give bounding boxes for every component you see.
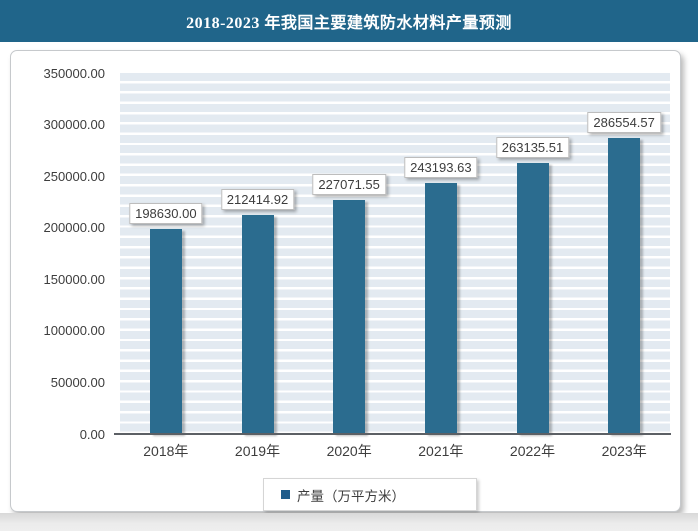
bar-2018年 [149, 229, 182, 434]
value-label-2023年: 286554.57 [587, 112, 661, 134]
y-tick-label: 200000.00 [43, 220, 105, 236]
value-label-2020年: 227071.55 [312, 173, 386, 195]
y-axis-labels: 350000.00 300000.00 250000.00 200000.00 1500… [11, 51, 105, 511]
y-tick-label: 150000.00 [43, 271, 105, 287]
bar-2019年 [241, 214, 274, 434]
value-label-2021年: 243193.63 [404, 157, 478, 179]
y-tick-label: 350000.00 [43, 65, 105, 81]
legend: 产量（万平方米） [263, 478, 477, 511]
value-label-2018年: 198630.00 [129, 203, 203, 225]
x-axis-labels: 2018年 2019年 2020年 2021年 2022年 2023年 [120, 441, 670, 461]
chart-header: 2018-2023 年我国主要建筑防水材料产量预测 [0, 0, 698, 42]
bar-2021年 [424, 183, 457, 434]
y-tick-label: 50000.00 [50, 374, 105, 390]
y-tick-label: 100000.00 [43, 323, 105, 339]
y-tick-label: 0.00 [79, 426, 105, 442]
value-label-2019年: 212414.92 [220, 188, 295, 210]
chart-panel: 350000.00 300000.00 250000.00 200000.00 1500… [10, 50, 681, 512]
bar-2020年 [333, 199, 366, 434]
legend-marker-icon [281, 490, 290, 499]
x-tick-label-2023年: 2023年 [601, 443, 647, 459]
bar-2022年 [516, 162, 549, 434]
x-tick-label-2022年: 2022年 [509, 443, 556, 459]
page-bottom-strip [0, 513, 698, 531]
x-axis-line [114, 433, 671, 435]
bar-2023年 [608, 138, 641, 434]
y-tick-label: 250000.00 [43, 168, 105, 184]
x-tick-label-2021年: 2021年 [418, 443, 464, 459]
x-tick-label-2018年: 2018年 [143, 443, 189, 459]
x-tick-label-2020年: 2020年 [326, 443, 372, 459]
plot-area: 198630.00 212414.92 227071.55 243193.63 2631… [120, 73, 670, 434]
value-label-2022年: 263135.51 [495, 136, 570, 158]
chart-title: 2018-2023 年我国主要建筑防水材料产量预测 [186, 15, 512, 32]
y-tick-label: 300000.00 [43, 117, 105, 133]
legend-label: 产量（万平方米） [297, 488, 405, 504]
x-tick-label-2019年: 2019年 [234, 443, 281, 459]
